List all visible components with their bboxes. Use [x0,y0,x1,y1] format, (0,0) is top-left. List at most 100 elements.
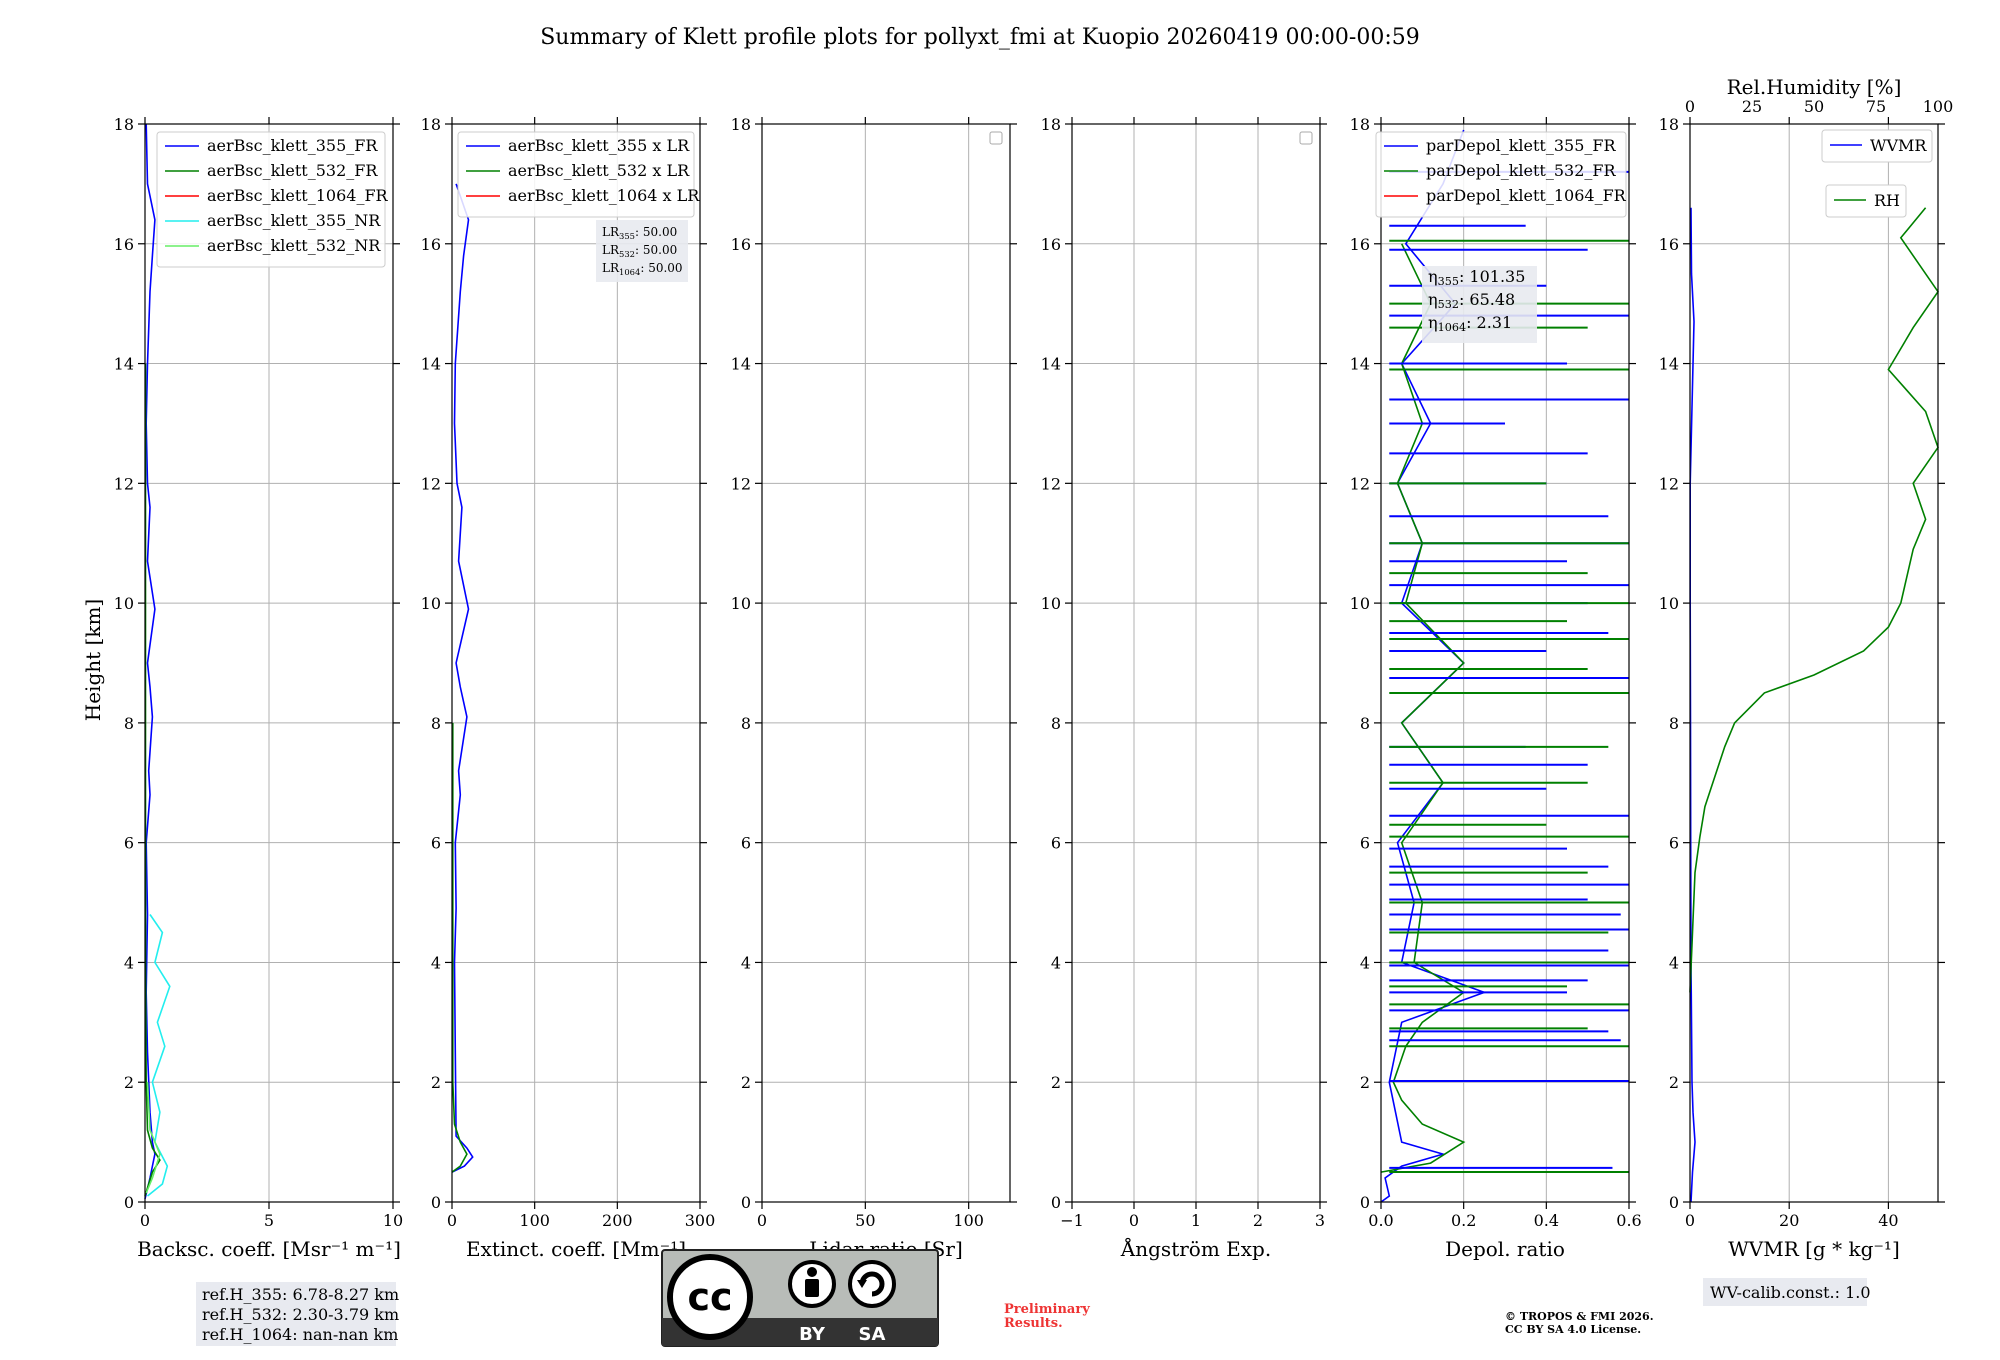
x-tick-label: 0 [1129,1211,1139,1230]
x-tick-label: 0 [140,1211,150,1230]
legend-box [1821,129,1933,163]
y-tick-label: 6 [431,834,441,853]
axes-frame [451,123,701,1203]
legend-box [156,131,386,268]
y-tick-label: 10 [114,594,134,613]
x-tick-label: 3 [1315,1211,1325,1230]
ref-height-annotation: ref.H_355: 6.78-8.27 km [202,1285,399,1304]
y-tick-label: 8 [1360,714,1370,733]
person-icon [805,1267,819,1297]
y-tick-label: 6 [1669,834,1679,853]
legend-entry: aerBsc_klett_532_FR [207,161,378,180]
copyright-line-2: CC BY SA 4.0 License. [1505,1323,1641,1336]
legend: parDepol_klett_355_FR parDepol_klett_532_… [1375,131,1627,218]
y-tick-label: 10 [1350,594,1370,613]
x-tick-label: 0.6 [1616,1211,1641,1230]
top-axis-label: Rel.Humidity [%] [1727,75,1902,99]
y-tick-label: 16 [421,235,441,254]
annotation-line: η355: 101.35 [1428,267,1525,288]
axes-frame [1380,123,1630,1203]
x-tick-label: 0.4 [1534,1211,1559,1230]
legend-entry: aerBsc_klett_1064 x LR [508,186,700,205]
series-aerBsc_klett_532 x LR [451,722,468,1173]
y-tick-label: 6 [124,834,134,853]
y-tick-label: 14 [114,355,134,374]
preliminary-line-2: Results. [1004,1316,1063,1331]
annotation-line: η1064: 2.31 [1428,313,1512,334]
legend-entry: RH [1874,191,1900,210]
series-aerBsc_klett_355_NR [146,914,171,1197]
legend: WVMR RH [1821,129,1933,218]
top-tick-label: 0 [1685,97,1695,116]
series-aerBsc_klett_532_NR [145,1082,161,1194]
y-tick-label: 12 [1350,474,1370,493]
y-tick-label: 12 [731,474,751,493]
y-tick-label: 2 [1669,1073,1679,1092]
y-tick-label: 2 [741,1073,751,1092]
y-tick-label: 14 [421,355,441,374]
x-tick-label: 0 [1685,1211,1695,1230]
legend-box [457,131,695,218]
annotation-line: LR355: 50.00 [602,225,677,241]
y-tick-label: 0 [1669,1193,1679,1212]
x-tick-label: 5 [264,1211,274,1230]
x-tick-label: 0.2 [1451,1211,1476,1230]
panel-extinction: 0 2 4 6 8 10 12 14 16 18 0 100 200 300 Extinct. coeff.… [421,115,716,1261]
y-tick-label: 14 [1350,355,1370,374]
x-tick-label: 0.0 [1368,1211,1393,1230]
y-tick-label: 18 [114,115,134,134]
axes-frame [761,123,1011,1203]
legend-entry: parDepol_klett_355_FR [1426,136,1617,155]
cc-logo-text: cc [687,1275,732,1319]
top-tick-label: 100 [1923,97,1954,116]
y-tick-label: 10 [421,594,441,613]
legend-entry: aerBsc_klett_355_FR [207,136,378,155]
legend-entry: WVMR [1870,136,1927,155]
series-RH [1689,207,1939,993]
y-tick-label: 4 [1669,953,1679,972]
y-tick-label: 16 [1659,235,1679,254]
y-tick-label: 18 [731,115,751,134]
y-tick-label: 8 [1669,714,1679,733]
y-tick-label: 16 [114,235,134,254]
x-tick-label: 50 [855,1211,875,1230]
panel-backscatter: 0 2 4 6 8 10 12 14 16 18 0 5 10 Backsc. coeff. [Msr⁻¹… [114,115,403,1346]
legend: aerBsc_klett_355_FR aerBsc_klett_532_FRae… [156,131,389,268]
legend-entry: parDepol_klett_532_FR [1426,161,1617,180]
x-tick-label: 0 [447,1211,457,1230]
cc-license-badge[interactable]: cc BY SA [661,1249,939,1347]
y-tick-label: 18 [1041,115,1061,134]
x-tick-label: 1 [1191,1211,1201,1230]
y-tick-label: 10 [731,594,751,613]
y-tick-label: 14 [731,355,751,374]
panel-lidar_ratio: 024681012141618050100Lidar ratio [Sr] [731,115,1017,1261]
legend-entry: aerBsc_klett_355_NR [207,211,381,230]
annotation-line: η532: 65.48 [1428,290,1515,311]
legend-box [1375,131,1627,218]
ref-height-annotation: ref.H_532: 2.30-3.79 km [202,1305,399,1324]
series-parDepol_klett_532_FR [1380,243,1466,1173]
panel-depol: 0 2 4 6 8 10 12 14 16 18 0.0 0.2 0.4 0.6 Depol. ratio p… [1350,115,1642,1261]
y-tick-label: 0 [741,1193,751,1212]
y-tick-label: 6 [741,834,751,853]
legend-entry: aerBsc_klett_532_NR [207,236,381,255]
y-tick-label: 8 [1051,714,1061,733]
x-tick-label: 100 [519,1211,550,1230]
y-tick-label: 4 [124,953,134,972]
annotation-box [1703,1278,1867,1306]
y-tick-label: 6 [1360,834,1370,853]
series-aerBsc_klett_355 x LR [451,183,474,1173]
x-tick-label: 20 [1779,1211,1799,1230]
preliminary-line-1: Preliminary [1004,1302,1090,1317]
legend-entry: aerBsc_klett_532 x LR [508,161,690,180]
x-axis-label: Ångström Exp. [1120,1236,1271,1261]
top-tick-label: 75 [1866,97,1886,116]
y-tick-label: 0 [1360,1193,1370,1212]
y-tick-label: 18 [1659,115,1679,134]
y-tick-label: 12 [114,474,134,493]
y-tick-label: 16 [1041,235,1061,254]
y-tick-label: 16 [1350,235,1370,254]
y-tick-label: 18 [1350,115,1370,134]
